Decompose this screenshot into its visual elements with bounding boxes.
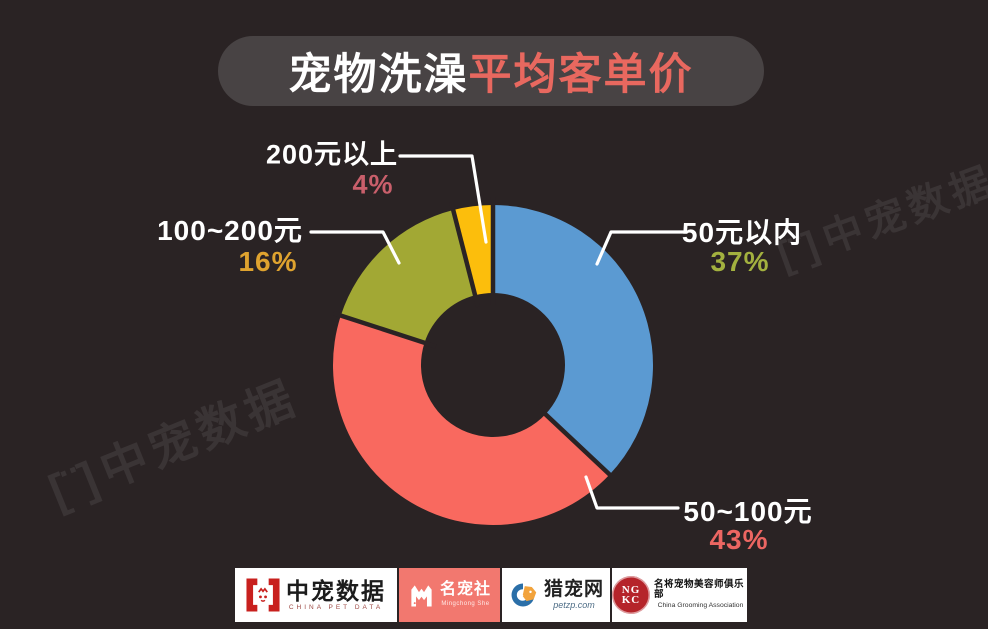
title-text-accent: 平均客单价 (468, 51, 694, 99)
chart-title: 宠物洗澡 平均客单价 (218, 36, 764, 106)
logo-name: 名宠社 (439, 581, 491, 599)
logo-liechongwang: 猎宠网 petzp.com (502, 568, 610, 622)
ngkc-badge-bottom: KC (621, 594, 641, 606)
donut-slice-100-200 (340, 210, 476, 343)
logo-subtitle: CHINA PET DATA (288, 603, 384, 611)
label-under-50: 50元以内 (681, 217, 803, 248)
leader-lines (309, 154, 685, 510)
donut-slice-50-100 (333, 315, 610, 525)
value-50-100: 43% (709, 524, 769, 555)
slice-separators (332, 197, 618, 482)
logo-name: 中宠数据 (286, 577, 386, 604)
title-text-white: 宠物洗澡 (288, 51, 469, 99)
label-50-100: 50~100元 (683, 496, 813, 527)
leader-line-under-50 (595, 230, 685, 266)
label-100-200: 100~200元 (157, 215, 303, 246)
value-over-200: 4% (352, 169, 394, 200)
logo-name: 猎宠网 (543, 578, 604, 600)
leader-line-100-200 (309, 230, 401, 265)
logo-ngkc: NG KC 名将宠物美容师俱乐部 China Grooming Associat… (612, 568, 747, 622)
leader-line-over-200 (398, 154, 488, 244)
china-pet-data-bracket-cat-icon (246, 578, 280, 612)
slice-separator (332, 310, 437, 349)
logo-name: 名将宠物美容师俱乐部 (654, 579, 745, 601)
ngkc-seal-icon: NG KC (612, 576, 650, 614)
logo-subtitle: petzp.com (553, 599, 595, 610)
leader-line-50-100 (584, 475, 680, 510)
logo-china-pet-data: 中宠数据 CHINA PET DATA (235, 568, 397, 622)
logo-subtitle: Mingchong She (441, 601, 490, 608)
value-100-200: 16% (238, 246, 298, 277)
slice-separator (535, 404, 618, 482)
donut-slice-under-50 (493, 205, 653, 475)
label-over-200: 200元以上 (265, 139, 399, 170)
liechongwang-paw-dog-icon (511, 583, 537, 607)
slice-separator (449, 201, 481, 308)
ngkc-badge-top: NG (621, 583, 641, 596)
mingchongshe-cat-m-icon (411, 584, 432, 606)
logo-subtitle: China Grooming Association (657, 602, 744, 610)
value-under-50: 37% (710, 246, 770, 277)
logo-mingchongshe: 名宠社 Mingchong She (399, 568, 500, 622)
